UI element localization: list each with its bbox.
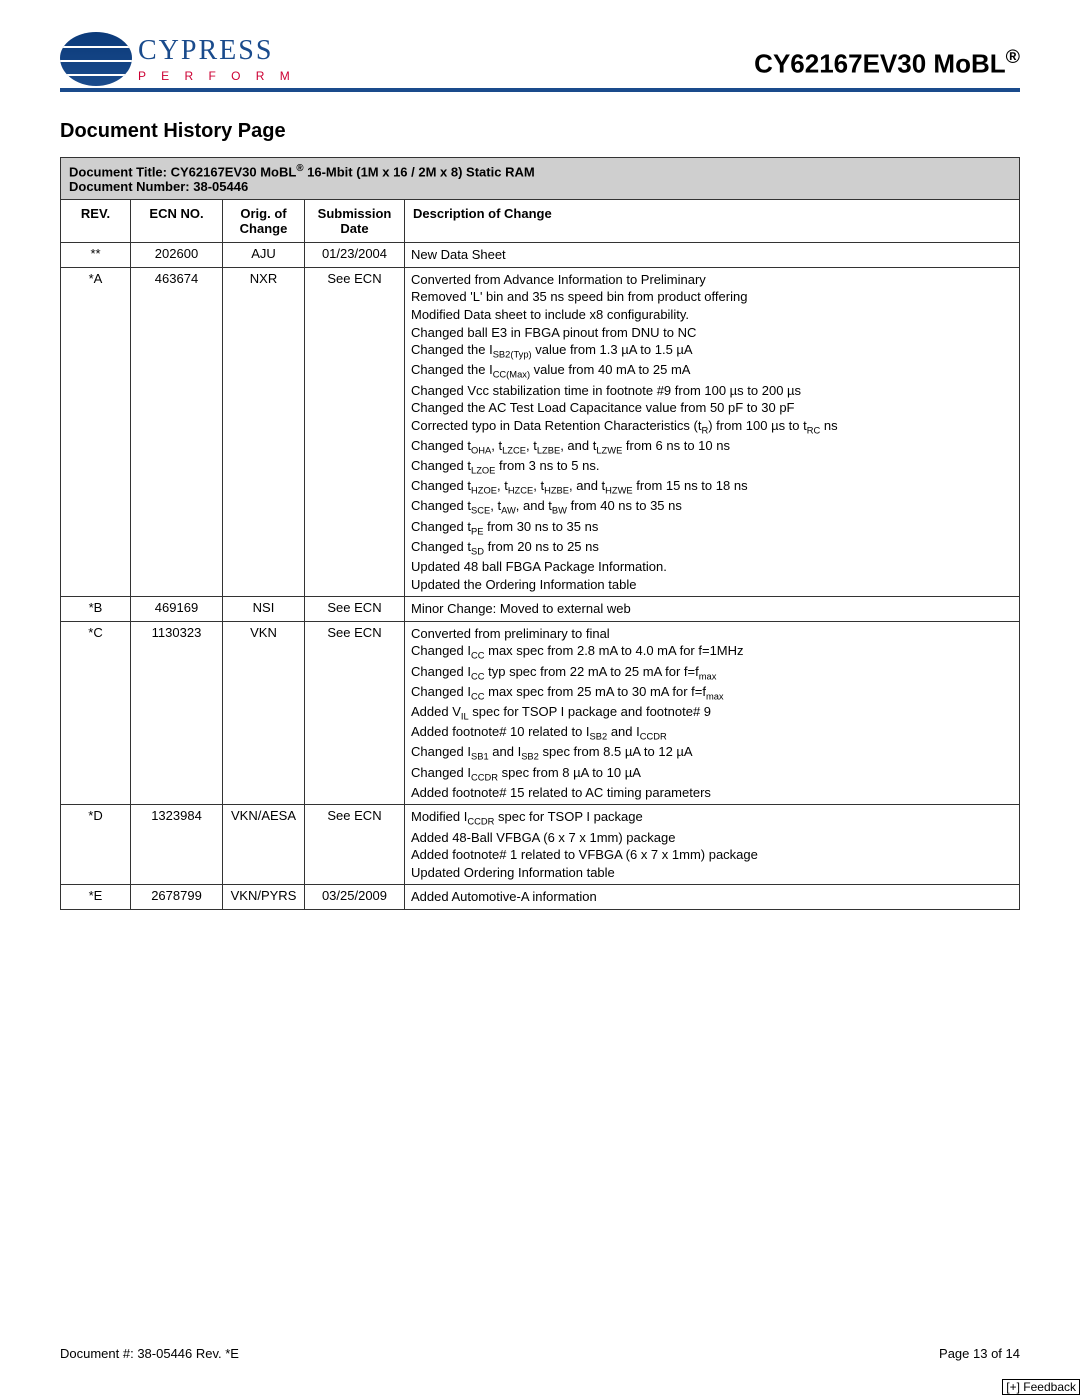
cell-date: See ECN [305,597,405,622]
logo: CYPRESS P E R F O R M [60,32,296,86]
col-ecn: ECN NO. [131,200,223,243]
change-line: Modified ICCDR spec for TSOP I package [411,808,1013,828]
change-line: Changed the AC Test Load Capacitance val… [411,399,1013,417]
cell-orig: AJU [223,243,305,268]
change-line: Changed the ISB2(Typ) value from 1.3 µA … [411,341,1013,361]
cypress-logo-icon [60,32,132,86]
cell-date: See ECN [305,805,405,885]
doc-title-line: Document Title: CY62167EV30 MoBL® 16-Mbi… [69,163,1011,179]
change-line: Changed ISB1 and ISB2 spec from 8.5 µA t… [411,743,1013,763]
logo-name: CYPRESS [138,35,296,67]
table-row: *D1323984VKN/AESASee ECNModified ICCDR s… [61,805,1020,885]
cell-orig: NXR [223,267,305,596]
footer-doc-number: Document #: 38-05446 Rev. *E [60,1346,239,1361]
change-line: Added footnote# 15 related to AC timing … [411,784,1013,802]
change-line: Updated Ordering Information table [411,864,1013,882]
cell-orig: VKN/PYRS [223,885,305,910]
cell-description: Added Automotive-A information [405,885,1020,910]
table-title: Document Title: CY62167EV30 MoBL® 16-Mbi… [61,158,1020,200]
table-row: *A463674NXRSee ECN Converted from Advance… [61,267,1020,596]
cell-description: New Data Sheet [405,243,1020,268]
footer-page: Page 13 of 14 [939,1346,1020,1361]
cell-description: Modified ICCDR spec for TSOP I packageAd… [405,805,1020,885]
cell-rev: *C [61,621,131,805]
table-header-row: REV. ECN NO. Orig. of Change Submission … [61,200,1020,243]
change-line: Changed tSD from 20 ns to 25 ns [411,538,1013,558]
feedback-button[interactable]: [+] Feedback [1002,1379,1080,1395]
cell-date: See ECN [305,621,405,805]
change-line: Changed ICC max spec from 25 mA to 30 mA… [411,683,1013,703]
cell-ecn: 202600 [131,243,223,268]
cell-date: See ECN [305,267,405,596]
cell-ecn: 2678799 [131,885,223,910]
change-line: Changed tPE from 30 ns to 35 ns [411,518,1013,538]
change-line: Added Automotive-A information [411,888,1013,906]
cell-rev: ** [61,243,131,268]
cell-rev: *B [61,597,131,622]
revision-history-table: Document Title: CY62167EV30 MoBL® 16-Mbi… [60,157,1020,910]
change-line: Converted from preliminary to final [411,625,1013,643]
change-line: Changed ball E3 in FBGA pinout from DNU … [411,324,1013,342]
registered-icon: ® [1006,46,1020,68]
cell-orig: VKN/AESA [223,805,305,885]
table-row: *E2678799VKN/PYRS03/25/2009 Added Automot… [61,885,1020,910]
change-line: Changed the ICC(Max) value from 40 mA to… [411,361,1013,381]
cell-rev: *E [61,885,131,910]
change-line: Changed tLZOE from 3 ns to 5 ns. [411,457,1013,477]
cell-description: Minor Change: Moved to external web [405,597,1020,622]
table-row: *B469169NSISee ECN Minor Change: Moved to… [61,597,1020,622]
table-row: *C1130323VKNSee ECNConverted from prelim… [61,621,1020,805]
col-rev: REV. [61,200,131,243]
product-title: CY62167EV30 MoBL® [754,46,1020,86]
doc-number-line: Document Number: 38-05446 [69,179,1011,194]
cell-ecn: 1323984 [131,805,223,885]
change-line: Removed 'L' bin and 35 ns speed bin from… [411,288,1013,306]
change-line: New Data Sheet [411,246,1013,264]
change-line: Modified Data sheet to include x8 config… [411,306,1013,324]
cell-ecn: 469169 [131,597,223,622]
change-line: Changed tHZOE, tHZCE, tHZBE, and tHZWE f… [411,477,1013,497]
cell-description: Converted from preliminary to finalChang… [405,621,1020,805]
change-line: Corrected typo in Data Retention Charact… [411,417,1013,437]
table-row: **202600AJU01/23/2004 New Data Sheet [61,243,1020,268]
page-footer: Document #: 38-05446 Rev. *E Page 13 of … [60,1346,1020,1361]
cell-orig: NSI [223,597,305,622]
cell-date: 03/25/2009 [305,885,405,910]
change-line: Added footnote# 1 related to VFBGA (6 x … [411,846,1013,864]
change-line: Changed ICCDR spec from 8 µA to 10 µA [411,764,1013,784]
change-line: Changed tOHA, tLZCE, tLZBE, and tLZWE fr… [411,437,1013,457]
cell-ecn: 463674 [131,267,223,596]
page-header: CYPRESS P E R F O R M CY62167EV30 MoBL® [60,32,1020,92]
change-line: Added VIL spec for TSOP I package and fo… [411,703,1013,723]
cell-date: 01/23/2004 [305,243,405,268]
col-orig: Orig. of Change [223,200,305,243]
cell-description: Converted from Advance Information to Pr… [405,267,1020,596]
cell-ecn: 1130323 [131,621,223,805]
cell-rev: *D [61,805,131,885]
change-line: Changed Vcc stabilization time in footno… [411,382,1013,400]
change-line: Changed tSCE, tAW, and tBW from 40 ns to… [411,497,1013,517]
col-date: Submission Date [305,200,405,243]
col-desc: Description of Change [405,200,1020,243]
cell-orig: VKN [223,621,305,805]
change-line: Changed ICC max spec from 2.8 mA to 4.0 … [411,642,1013,662]
logo-tagline: P E R F O R M [138,69,296,83]
cell-rev: *A [61,267,131,596]
change-line: Updated the Ordering Information table [411,576,1013,594]
change-line: Added footnote# 10 related to ISB2 and I… [411,723,1013,743]
section-title: Document History Page [60,120,1020,143]
change-line: Minor Change: Moved to external web [411,600,1013,618]
change-line: Added 48-Ball VFBGA (6 x 7 x 1mm) packag… [411,829,1013,847]
change-line: Converted from Advance Information to Pr… [411,271,1013,289]
change-line: Updated 48 ball FBGA Package Information… [411,558,1013,576]
change-line: Changed ICC typ spec from 22 mA to 25 mA… [411,663,1013,683]
